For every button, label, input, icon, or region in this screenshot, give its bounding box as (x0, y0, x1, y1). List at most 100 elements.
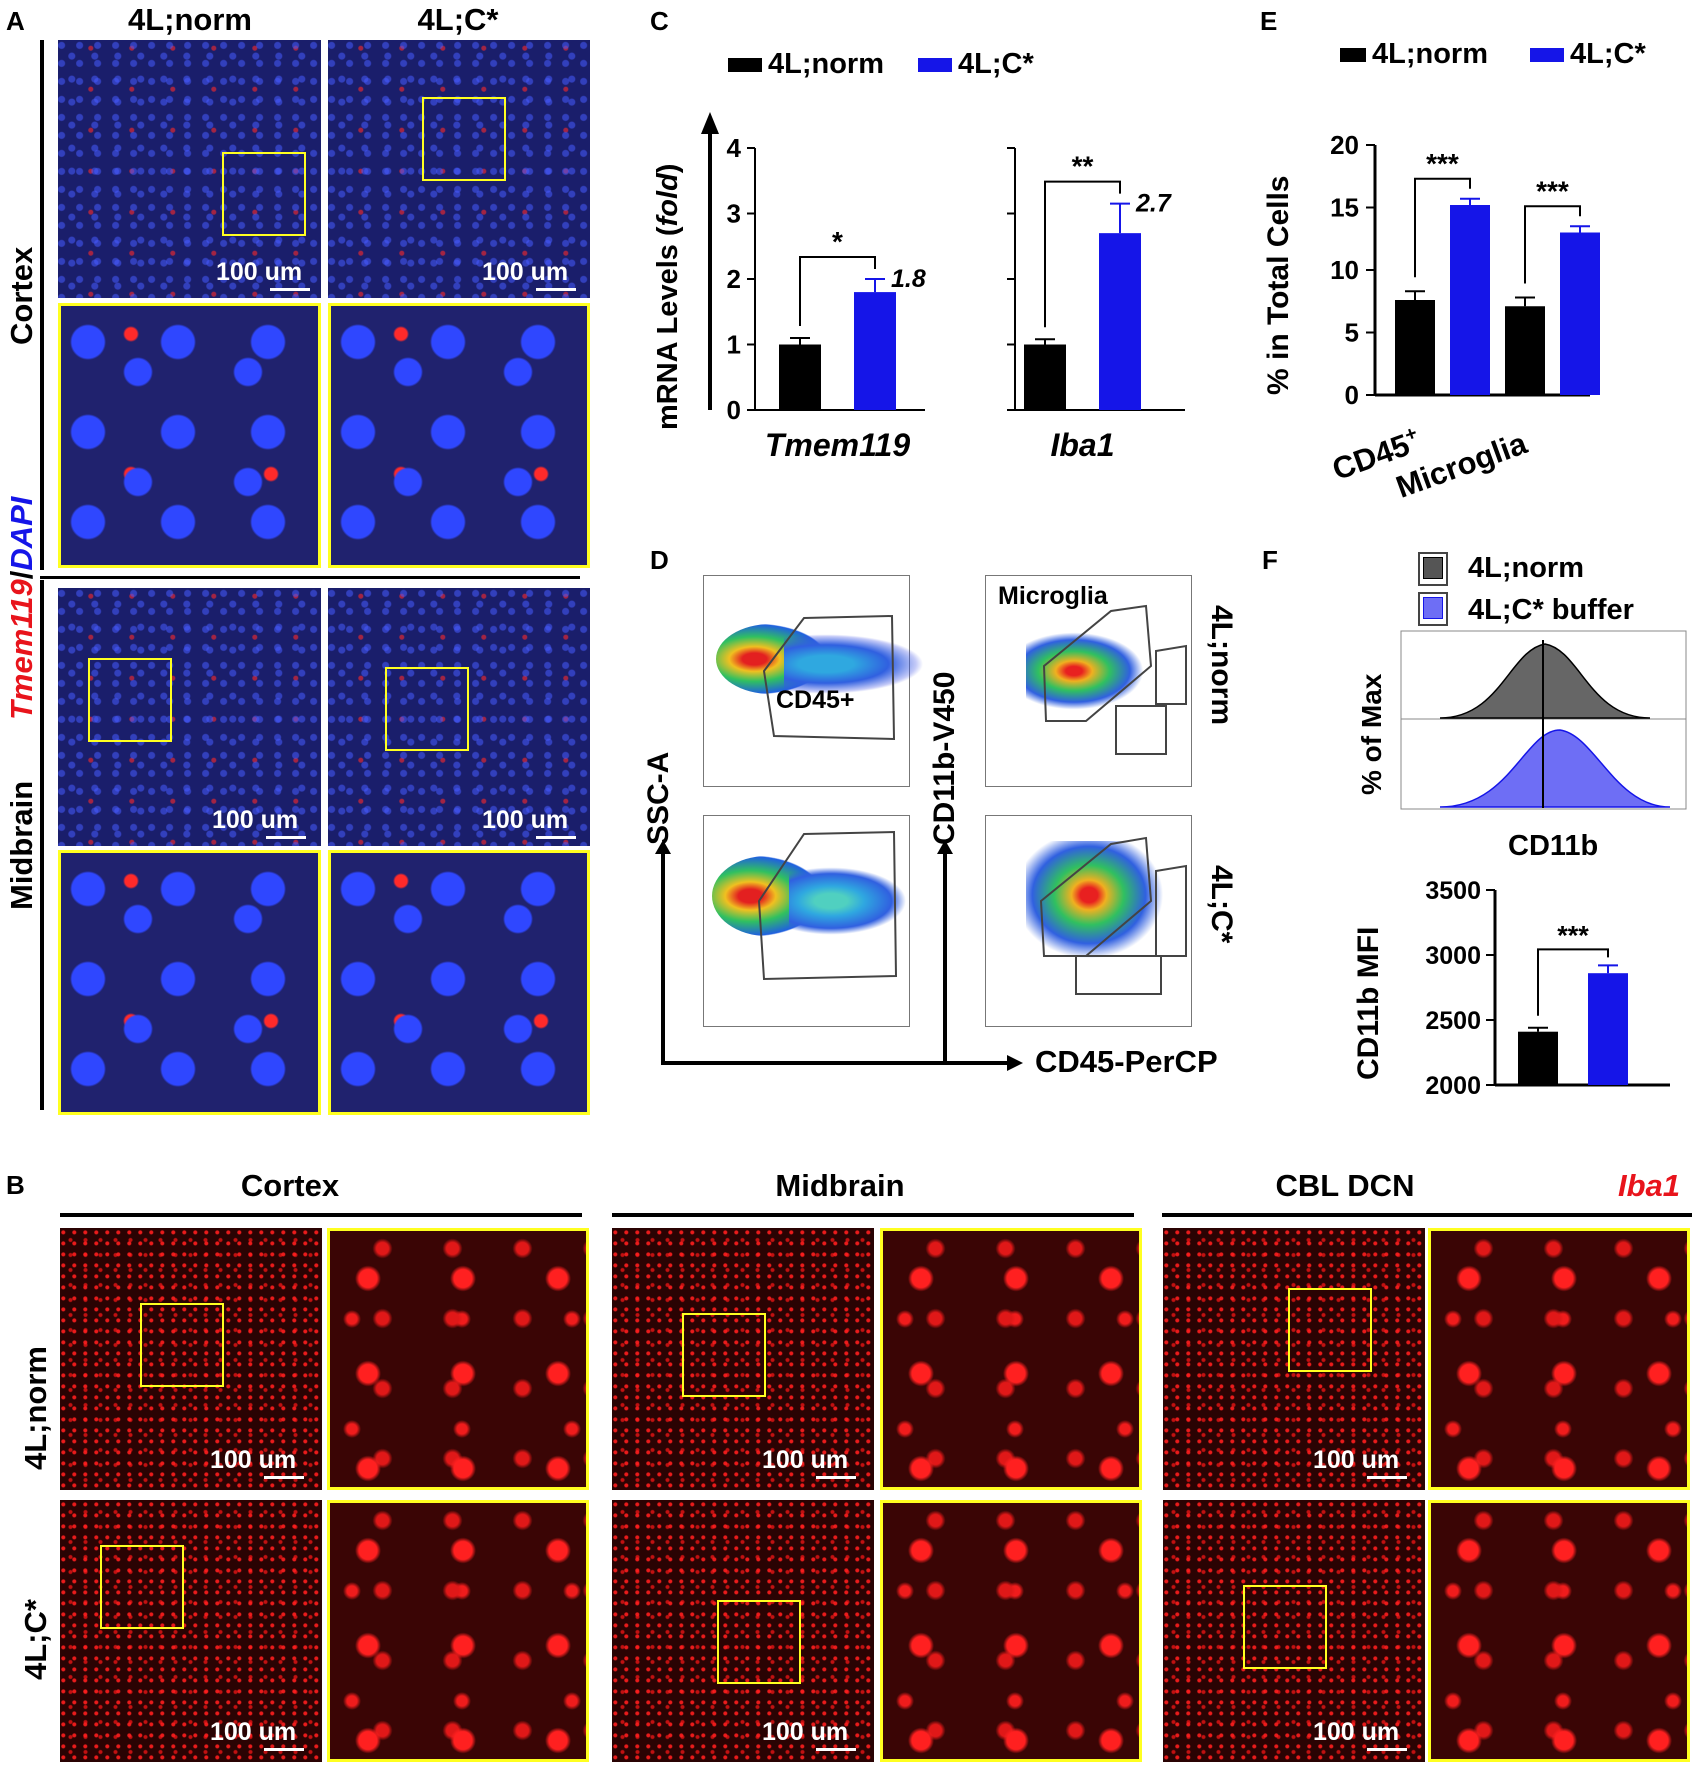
scale-bar (816, 1476, 856, 1479)
midbrain-cstar-iba1-zoom (880, 1500, 1142, 1762)
y-tick-label: 10 (1330, 255, 1359, 285)
panel-a-row-cortex: Cortex (4, 246, 39, 345)
scale-bar (1367, 1748, 1407, 1751)
zoom-box (1243, 1585, 1327, 1669)
panel-f-legend-cstar: 4L;C* buffer (1468, 594, 1634, 626)
midbrain-norm-iba1-zoom (880, 1228, 1142, 1490)
y-axis-arrowhead (701, 112, 719, 134)
legend-swatch-norm (728, 58, 762, 73)
panel-b-region-cortex: Cortex (240, 1168, 340, 1203)
legend-swatch-norm (1340, 48, 1366, 63)
scale-bar (536, 288, 576, 291)
bar (854, 292, 896, 410)
legend-box-norm (1418, 552, 1448, 586)
panel-a-stain-label: Tmem119/DAPI (4, 496, 39, 720)
gate-label-microglia: Microglia (998, 582, 1108, 610)
panel-f-hist-xlabel: CD11b (1508, 830, 1599, 862)
y-tick-label: 3000 (1425, 942, 1481, 970)
cbl-dcn-norm-iba1-zoom (1428, 1228, 1690, 1490)
panel-f-histogram (1400, 630, 1687, 810)
midbrain-cstar-overview: 100 um (328, 588, 590, 846)
zoom-box (717, 1600, 801, 1684)
panel-d-xlabel: CD45-PerCP (1035, 1044, 1218, 1079)
significance-bracket (1537, 948, 1609, 1016)
midbrain-norm-overview: 100 um (58, 588, 321, 846)
panel-e-label: E (1260, 6, 1278, 36)
panel-e-legend-norm: 4L;norm (1340, 38, 1488, 71)
significance-bracket (799, 256, 876, 326)
y-tick-label: 2 (727, 264, 741, 294)
zoom-box (422, 97, 506, 181)
cd45-gate (762, 614, 896, 741)
zoom-box (222, 152, 306, 236)
significance-bracket (1414, 177, 1471, 278)
scale-bar (536, 836, 576, 839)
flow-plot-cd11b-cstar (985, 815, 1192, 1027)
panel-d-ylabel-cd11b: CD11b-V450 (928, 671, 961, 845)
midbrain-norm-zoom (58, 850, 321, 1115)
panel-d-axes (655, 840, 1023, 1071)
flow-plot-cd11b-norm: Microglia (985, 575, 1192, 787)
legend-swatch-cstar (1530, 48, 1564, 63)
cortex-norm-iba1-zoom (327, 1228, 589, 1490)
significance-stars: ** (1072, 151, 1094, 182)
significance-stars: *** (1536, 175, 1569, 206)
panel-d-row-norm: 4L;norm (1205, 605, 1238, 725)
zoom-box (88, 658, 172, 742)
cbl-dcn-cstar-iba1-overview: 100 um (1163, 1500, 1425, 1762)
panel-a-label: A (6, 6, 25, 36)
scale-bar-label: 100 um (1313, 1446, 1400, 1474)
panel-a-row-midbrain: Midbrain (4, 780, 39, 910)
y-tick-label: 0 (727, 395, 741, 425)
bar (1588, 973, 1628, 1085)
midbrain-bracket (40, 580, 44, 1110)
midbrain-cstar-iba1-overview: 100 um (612, 1500, 874, 1762)
bar (1099, 233, 1141, 410)
panel-b-label: B (6, 1170, 25, 1200)
cell-population (789, 866, 909, 936)
y-tick-label: 15 (1330, 193, 1359, 223)
panel-f-hist-ylabel: % of Max (1356, 673, 1387, 795)
scale-bar-label: 100 um (762, 1718, 849, 1746)
panel-a-col-norm: 4L;norm (128, 2, 252, 37)
panel-e-ylabel: % in Total Cells (1262, 175, 1295, 395)
flow-plot-ssc-norm: CD45+ (703, 575, 924, 787)
microglia-gate (1039, 836, 1187, 995)
scale-bar (1367, 1476, 1407, 1479)
midbrain-header-line (612, 1213, 1134, 1217)
zoom-box (100, 1545, 184, 1629)
scale-bar-label: 100 um (210, 1446, 297, 1474)
panel-c-label: C (650, 6, 669, 36)
scale-bar (816, 1748, 856, 1751)
cd45-gate (757, 830, 898, 981)
significance-stars: * (832, 226, 843, 257)
bar (1395, 300, 1435, 395)
zoom-box (682, 1313, 766, 1397)
scale-bar-label: 100 um (216, 258, 303, 286)
bar (1505, 306, 1545, 395)
cortex-cstar-iba1-zoom (327, 1500, 589, 1762)
midbrain-cstar-zoom (328, 850, 590, 1115)
significance-bracket (1044, 180, 1121, 328)
panel-e-legend-cstar: 4L;C* (1530, 38, 1646, 71)
scale-bar (266, 836, 306, 839)
y-tick-label: 1 (727, 330, 741, 360)
panel-c-legend-norm: 4L;norm (728, 48, 884, 81)
scale-bar-label: 100 um (210, 1718, 297, 1746)
category-label: Tmem119 (765, 427, 910, 463)
panel-b-region-cbl-dcn: CBL DCN (1275, 1168, 1415, 1203)
cortex-bracket (40, 40, 44, 570)
y-tick-label: 5 (1345, 318, 1359, 348)
panel-b-region-midbrain: Midbrain (775, 1168, 905, 1203)
bar (1560, 232, 1600, 395)
panel-f-mfi-ylabel: CD11b MFI (1352, 926, 1385, 1080)
panel-f-label: F (1262, 545, 1278, 575)
panel-b-row-cstar: 4L;C* (18, 1599, 53, 1680)
y-tick-label: 20 (1330, 130, 1359, 160)
scale-bar-label: 100 um (482, 806, 569, 834)
midbrain-norm-iba1-overview: 100 um (612, 1228, 874, 1490)
y-tick-label: 4 (727, 133, 742, 163)
panel-c-legend-cstar: 4L;C* (918, 48, 1034, 81)
gate-label-cd45: CD45+ (776, 686, 855, 714)
